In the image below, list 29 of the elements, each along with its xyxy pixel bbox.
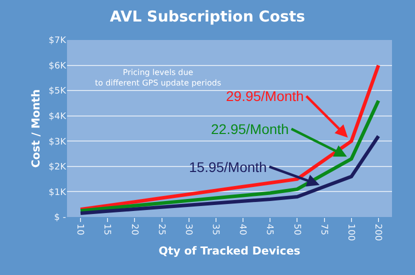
x-tick-label: 15 xyxy=(102,224,112,236)
y-tick-label: $4K xyxy=(48,112,68,122)
x-tick-label: 75 xyxy=(318,224,328,236)
y-tick-label: $5K xyxy=(48,86,68,97)
x-tick-label: 20 xyxy=(128,224,139,236)
x-tick-label: 45 xyxy=(264,224,274,236)
x-tick-label: 50 xyxy=(291,224,302,236)
y-tick-label: $1K xyxy=(48,188,68,198)
x-tick-label: 35 xyxy=(210,224,220,236)
y-tick-label: $6K xyxy=(48,61,68,72)
chart-title: AVL Subscription Costs xyxy=(110,8,306,26)
annotation: 29.95/Month xyxy=(226,88,304,104)
line-series xyxy=(78,64,380,212)
y-tick-label: $2K xyxy=(48,162,68,173)
annotation: Pricing levels due to different GPS update periods xyxy=(95,68,222,88)
x-axis-title: Qty of Tracked Devices xyxy=(158,244,301,258)
y-tick-label: $7K xyxy=(48,36,68,46)
annotation: 22.95/Month xyxy=(211,121,289,137)
y-tick-label: $3K xyxy=(48,137,68,148)
x-tick-label: 40 xyxy=(237,224,248,236)
annotation: 15.95/Month xyxy=(189,159,267,175)
x-tick-label: 10 xyxy=(74,224,85,236)
y-tick-label: $ - xyxy=(54,213,66,224)
y-axis-title: Cost / Month xyxy=(29,89,42,168)
x-tick-label: 25 xyxy=(156,224,166,236)
line-series xyxy=(78,134,380,215)
x-tick-label: 200 xyxy=(372,224,383,242)
x-tick-label: 100 xyxy=(345,224,356,242)
x-tick-label: 30 xyxy=(182,224,193,236)
